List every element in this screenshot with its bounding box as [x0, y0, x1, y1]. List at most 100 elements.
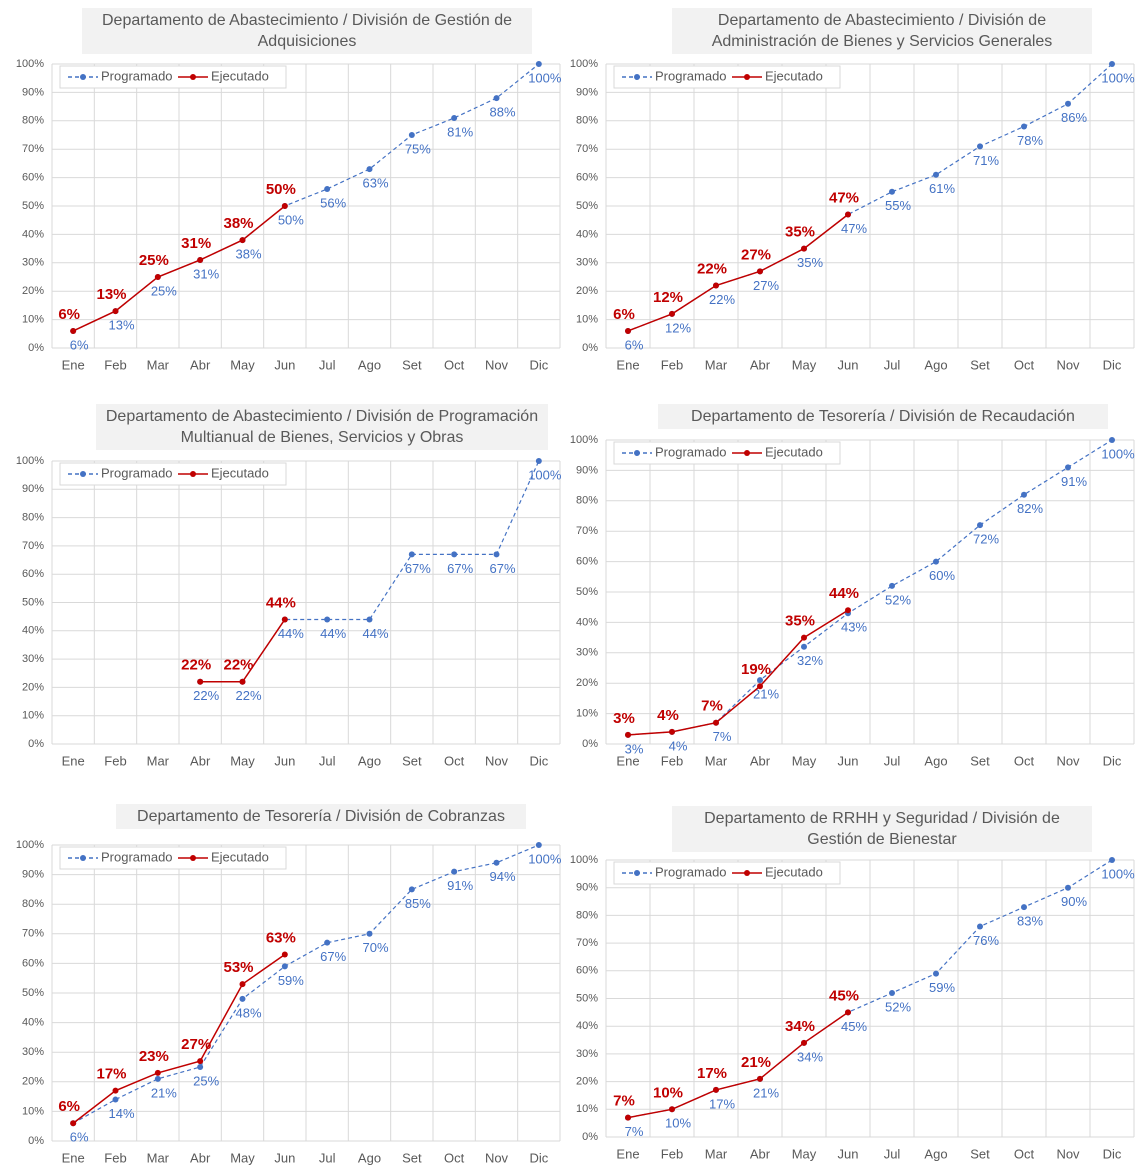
- value-label: 10%: [665, 1116, 691, 1131]
- value-label: 100%: [528, 467, 562, 482]
- point: [713, 1086, 719, 1093]
- x-tick-label: Oct: [1014, 1146, 1035, 1161]
- x-tick-label: Abr: [190, 357, 211, 372]
- y-tick-label: 80%: [22, 115, 44, 127]
- y-tick-label: 100%: [570, 58, 598, 70]
- point: [535, 842, 542, 848]
- point: [112, 308, 119, 315]
- y-tick-label: 20%: [576, 1076, 598, 1088]
- legend-label: Programado: [101, 849, 173, 864]
- point: [889, 188, 895, 195]
- point: [281, 963, 288, 970]
- point: [977, 923, 983, 930]
- value-label: 4%: [669, 738, 688, 753]
- value-label: 67%: [405, 561, 431, 576]
- point: [713, 282, 719, 289]
- value-label: 35%: [797, 255, 823, 270]
- x-tick-label: Set: [970, 357, 990, 372]
- x-tick-label: Oct: [444, 753, 465, 768]
- value-label: 7%: [613, 1093, 635, 1110]
- y-tick-label: 40%: [576, 616, 598, 628]
- y-tick-label: 30%: [22, 1046, 44, 1058]
- value-label: 76%: [973, 933, 999, 948]
- point: [845, 1009, 851, 1016]
- value-label: 55%: [885, 198, 911, 213]
- y-tick-label: 80%: [576, 909, 598, 921]
- value-label: 21%: [741, 1054, 771, 1071]
- point: [1109, 857, 1115, 863]
- x-tick-label: Set: [970, 753, 990, 768]
- point: [757, 677, 763, 684]
- x-tick-label: Ene: [62, 357, 85, 372]
- value-label: 44%: [320, 626, 346, 641]
- x-tick-label: Feb: [104, 753, 126, 768]
- point: [451, 868, 458, 875]
- point: [1021, 123, 1027, 130]
- value-label: 63%: [266, 929, 296, 946]
- value-label: 13%: [96, 286, 126, 303]
- value-label: 81%: [447, 124, 473, 139]
- value-label: 6%: [70, 1130, 89, 1145]
- x-tick-label: Ago: [358, 753, 381, 768]
- x-tick-label: Mar: [147, 1150, 170, 1165]
- legend-marker: [634, 870, 640, 876]
- value-label: 10%: [653, 1084, 683, 1101]
- x-tick-label: Ene: [616, 357, 639, 372]
- value-label: 48%: [235, 1005, 261, 1020]
- value-label: 4%: [657, 707, 679, 724]
- y-tick-label: 40%: [22, 1017, 44, 1029]
- point: [933, 558, 939, 565]
- x-tick-label: Ago: [924, 1146, 947, 1161]
- x-tick-label: Dic: [1103, 753, 1122, 768]
- point: [757, 1075, 763, 1082]
- y-tick-label: 40%: [22, 625, 44, 637]
- chart-title: Departamento de Tesorería / División de …: [658, 404, 1108, 429]
- value-label: 67%: [320, 949, 346, 964]
- point: [625, 731, 631, 738]
- point: [845, 607, 851, 614]
- legend-label: Ejecutado: [765, 864, 823, 879]
- x-tick-label: Set: [402, 753, 422, 768]
- value-label: 7%: [701, 698, 723, 715]
- legend-box: [59, 846, 287, 870]
- x-tick-label: May: [230, 1150, 255, 1165]
- y-tick-label: 10%: [576, 314, 598, 326]
- x-tick-label: Abr: [750, 357, 771, 372]
- y-tick-label: 0%: [28, 1135, 44, 1147]
- x-tick-label: Mar: [705, 1146, 728, 1161]
- value-label: 6%: [70, 337, 89, 352]
- value-label: 45%: [829, 987, 859, 1004]
- x-tick-label: May: [230, 357, 255, 372]
- x-tick-label: May: [792, 1146, 817, 1161]
- x-tick-label: Jul: [884, 753, 901, 768]
- y-tick-label: 100%: [16, 455, 44, 467]
- y-tick-label: 70%: [22, 540, 44, 552]
- value-label: 3%: [625, 741, 644, 756]
- value-label: 85%: [405, 896, 431, 911]
- y-tick-label: 90%: [576, 882, 598, 894]
- value-label: 59%: [278, 973, 304, 988]
- value-label: 6%: [625, 337, 644, 352]
- value-label: 43%: [841, 620, 867, 635]
- point: [197, 1064, 204, 1070]
- value-label: 94%: [489, 869, 515, 884]
- y-tick-label: 30%: [576, 1048, 598, 1060]
- point: [451, 114, 458, 121]
- value-label: 50%: [278, 212, 304, 227]
- y-tick-label: 70%: [576, 525, 598, 537]
- value-label: 100%: [528, 851, 562, 866]
- y-tick-label: 50%: [576, 992, 598, 1004]
- legend-marker: [744, 74, 750, 80]
- point: [757, 268, 763, 275]
- y-tick-label: 40%: [22, 228, 44, 240]
- y-tick-label: 70%: [576, 937, 598, 949]
- y-tick-label: 80%: [576, 495, 598, 507]
- value-label: 22%: [193, 688, 219, 703]
- point: [669, 1106, 675, 1113]
- y-tick-label: 30%: [576, 257, 598, 269]
- y-tick-label: 90%: [22, 869, 44, 881]
- value-label: 27%: [753, 278, 779, 293]
- point: [239, 981, 246, 988]
- x-tick-label: Jun: [838, 753, 859, 768]
- x-tick-label: Feb: [661, 753, 683, 768]
